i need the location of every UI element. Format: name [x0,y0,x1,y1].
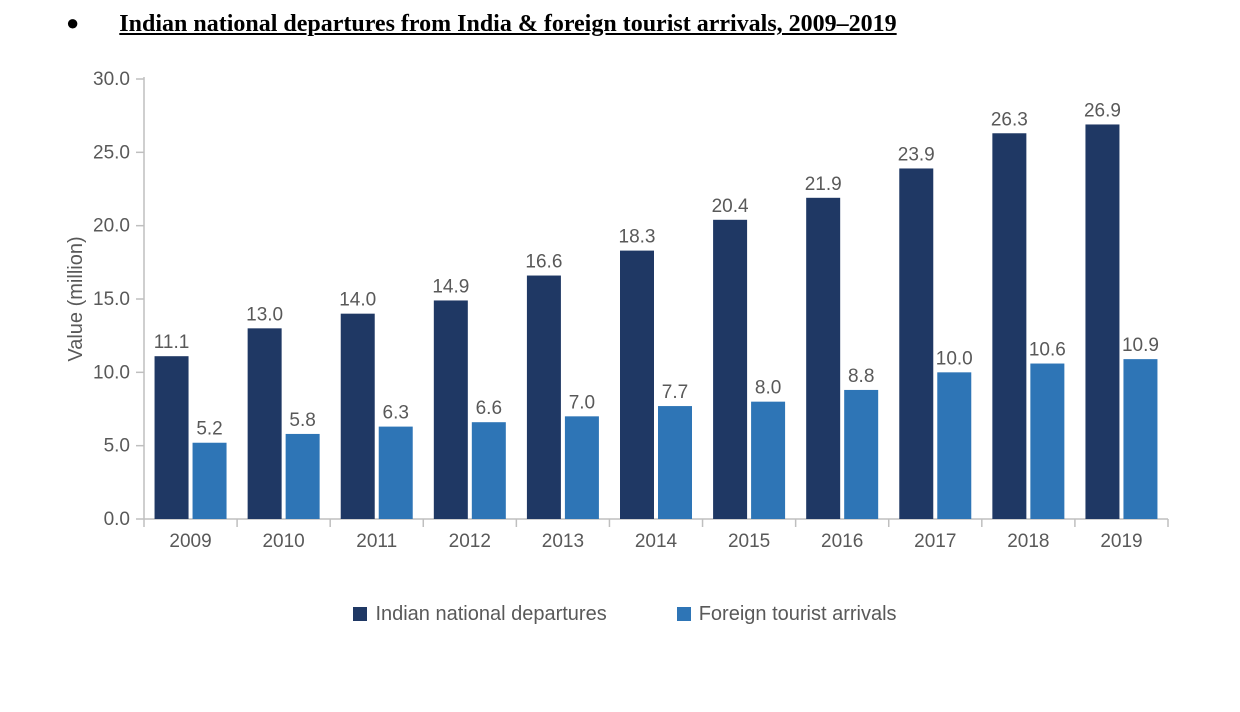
svg-text:2016: 2016 [821,531,863,552]
svg-text:2017: 2017 [914,531,956,552]
svg-text:23.9: 23.9 [898,144,935,165]
svg-text:20.4: 20.4 [712,196,749,217]
legend-item-departures: Indian national departures [353,603,606,626]
svg-text:18.3: 18.3 [619,226,656,247]
svg-text:0.0: 0.0 [104,509,130,530]
svg-text:30.0: 30.0 [93,69,130,90]
svg-text:21.9: 21.9 [805,174,842,195]
legend: Indian national departures Foreign touri… [60,603,1190,626]
svg-text:14.0: 14.0 [339,289,376,310]
svg-text:6.3: 6.3 [383,402,409,423]
svg-text:2011: 2011 [356,531,397,552]
svg-text:2010: 2010 [262,531,304,552]
svg-text:10.0: 10.0 [93,362,130,383]
bar-chart: 0.0 5.0 10.0 15.0 20.0 25.0 30.0 Value (million… [60,67,1190,557]
svg-text:2019: 2019 [1100,531,1142,552]
svg-text:Value (million): Value (million) [65,236,87,361]
svg-text:5.2: 5.2 [196,419,222,440]
svg-text:5.8: 5.8 [289,410,315,431]
svg-text:2013: 2013 [542,531,584,552]
svg-text:26.3: 26.3 [991,109,1028,130]
svg-text:2012: 2012 [449,531,491,552]
svg-text:2014: 2014 [635,531,678,552]
legend-swatch-arrivals [677,607,691,621]
page: ● Indian national departures from India … [0,0,1240,712]
svg-text:5.0: 5.0 [104,435,130,456]
svg-text:8.8: 8.8 [848,366,874,387]
svg-text:13.0: 13.0 [246,304,283,325]
svg-text:10.6: 10.6 [1029,339,1066,360]
svg-text:7.7: 7.7 [662,382,688,403]
legend-label-departures: Indian national departures [375,603,606,626]
svg-text:11.1: 11.1 [154,332,190,353]
svg-text:2009: 2009 [169,531,211,552]
legend-item-arrivals: Foreign tourist arrivals [677,603,897,626]
svg-text:26.9: 26.9 [1084,100,1121,121]
svg-text:2018: 2018 [1007,531,1049,552]
svg-text:2015: 2015 [728,531,770,552]
svg-text:6.6: 6.6 [476,398,502,419]
svg-text:10.0: 10.0 [936,348,973,369]
svg-text:14.9: 14.9 [432,276,469,297]
svg-text:25.0: 25.0 [93,142,130,163]
svg-text:16.6: 16.6 [525,251,562,272]
svg-text:20.0: 20.0 [93,215,130,236]
page-title: Indian national departures from India & … [119,10,896,39]
chart-container: 0.0 5.0 10.0 15.0 20.0 25.0 30.0 Value (million… [60,67,1190,626]
heading-row: ● Indian national departures from India … [60,10,1220,39]
svg-text:10.9: 10.9 [1122,335,1159,356]
svg-text:7.0: 7.0 [569,392,595,413]
svg-text:15.0: 15.0 [93,289,130,310]
svg-text:8.0: 8.0 [755,377,781,398]
legend-label-arrivals: Foreign tourist arrivals [699,603,897,626]
bullet-icon: ● [66,10,79,36]
legend-swatch-departures [353,607,367,621]
